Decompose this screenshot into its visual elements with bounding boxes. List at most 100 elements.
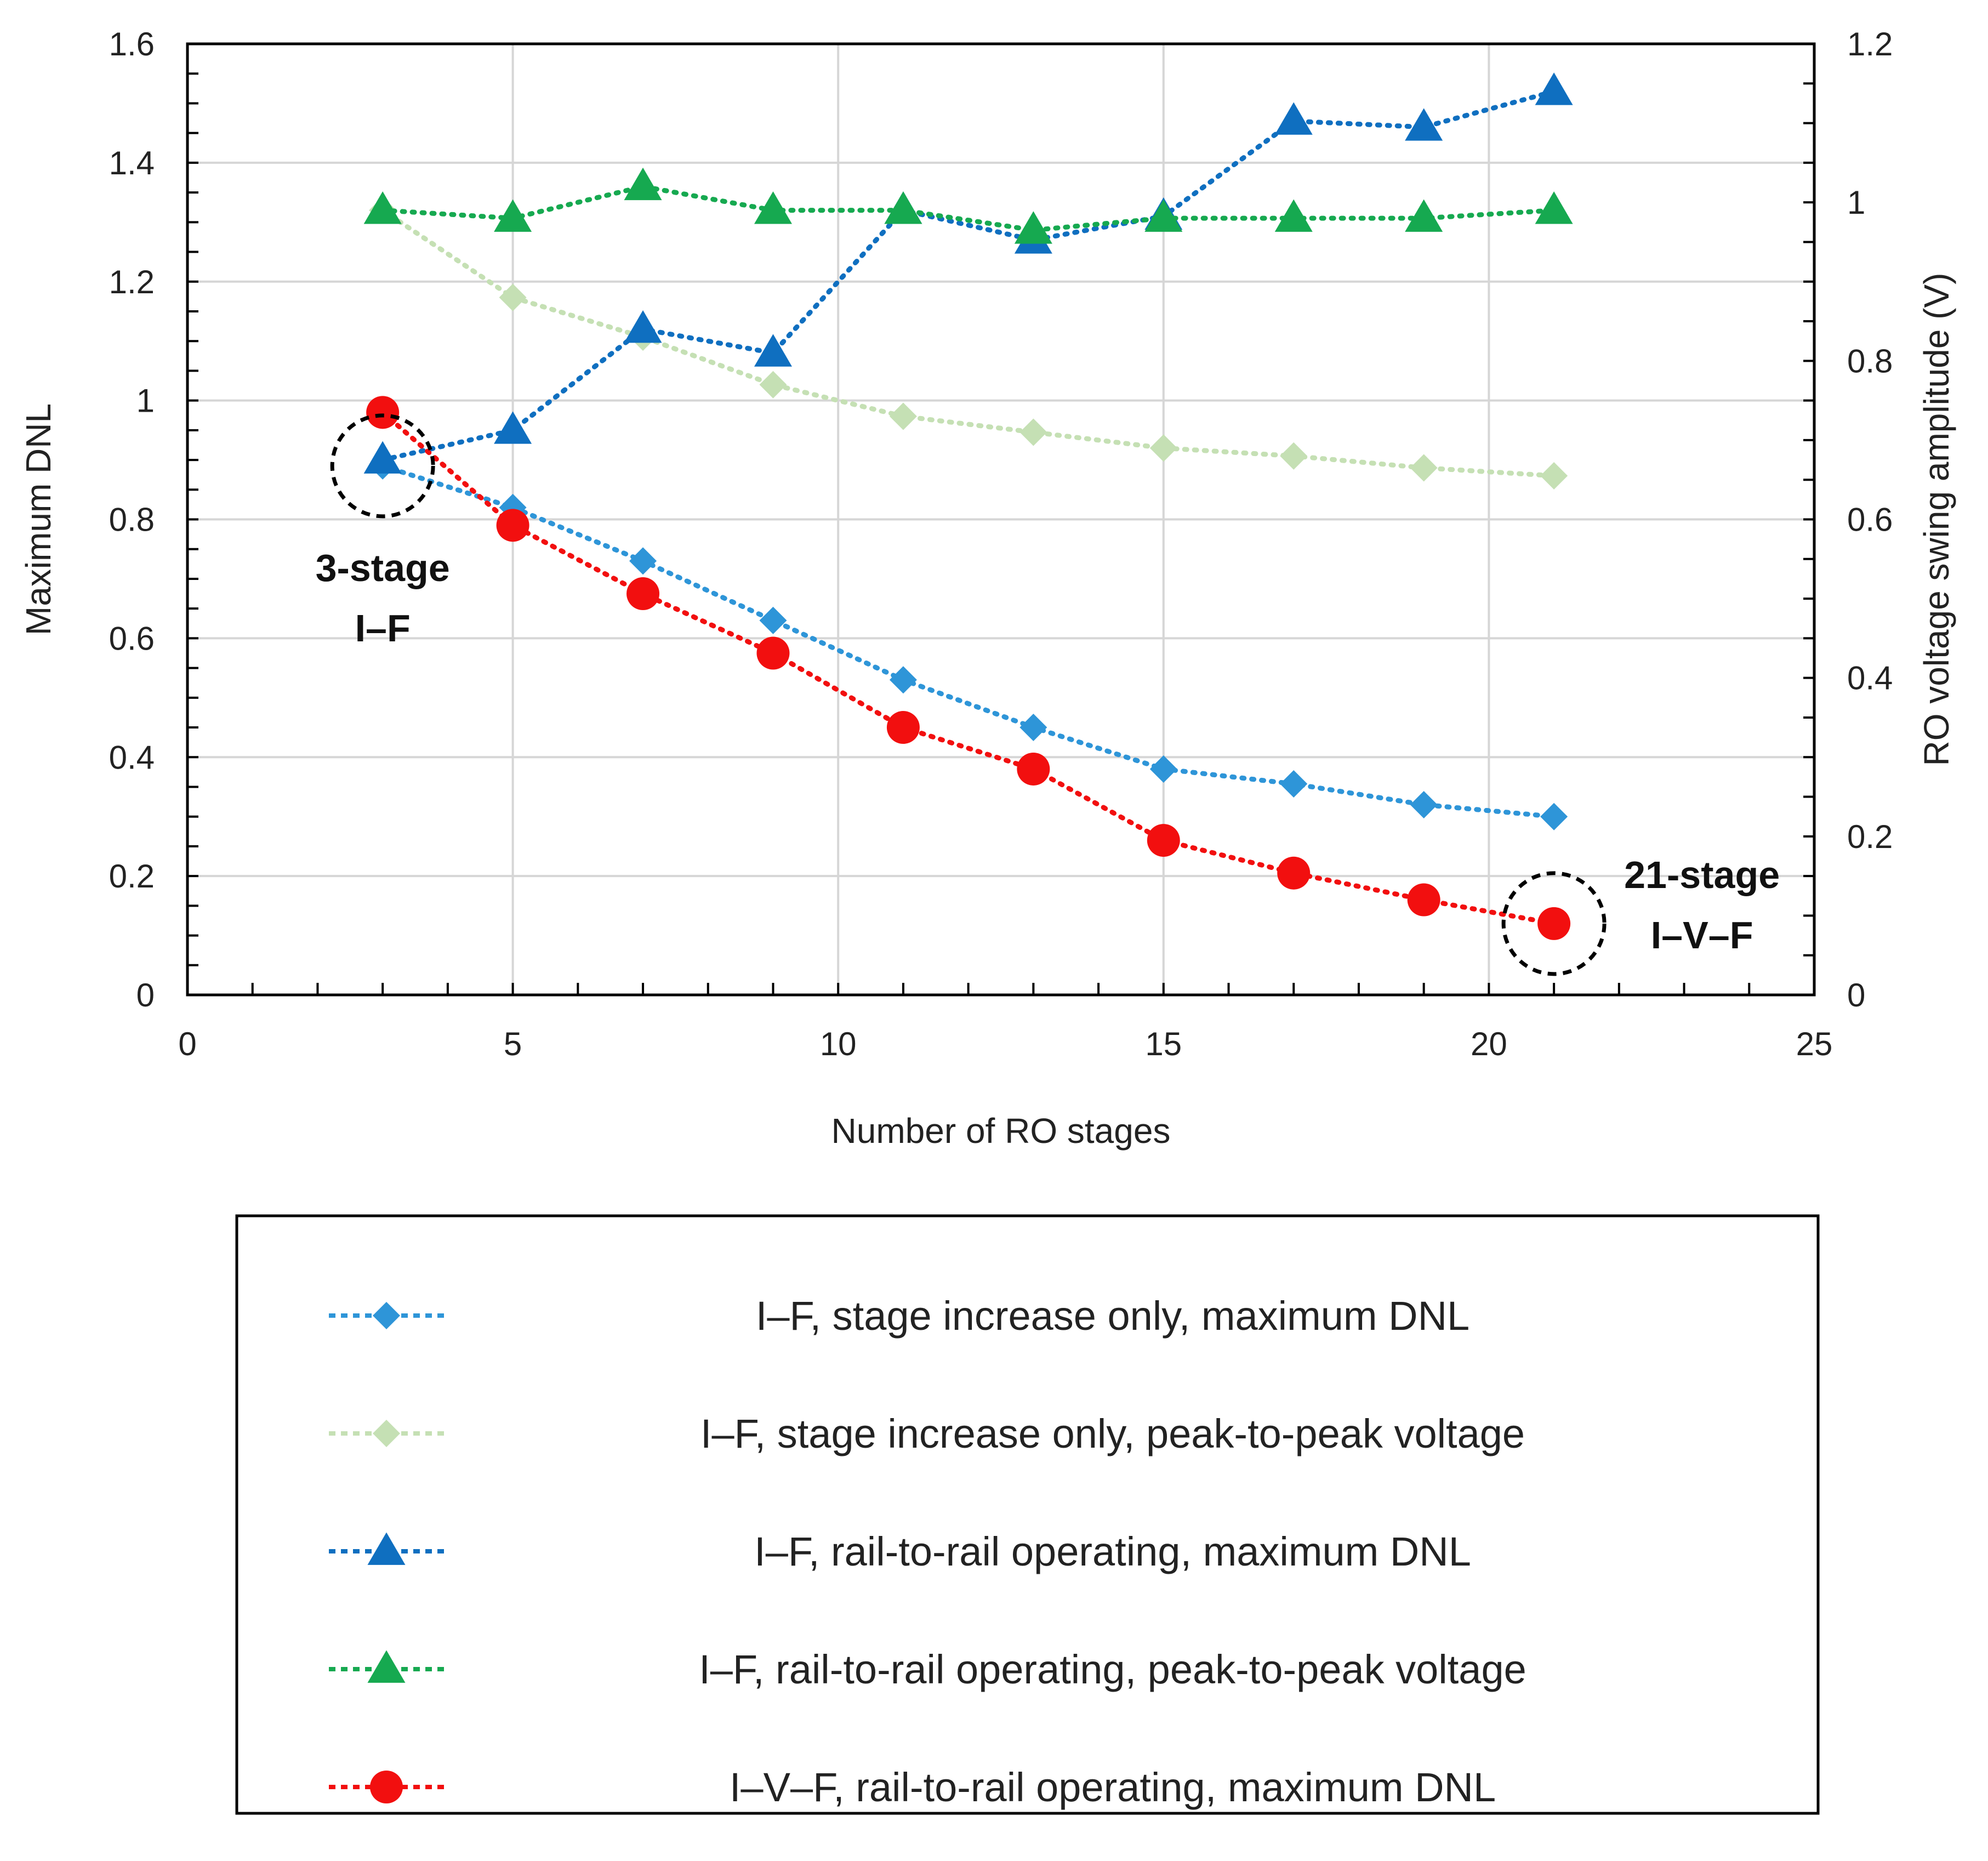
series-3-point-0 (363, 191, 402, 224)
x-tick-label-1: 5 (504, 1026, 522, 1062)
series-0-point-2 (629, 547, 657, 575)
series-0 (369, 452, 1568, 830)
y-tick-label-1: 0.2 (109, 858, 155, 895)
annotation-label-21-stage-0: 21-stage (1624, 853, 1780, 896)
series-3-point-8 (1405, 199, 1443, 232)
series-3-point-3 (754, 191, 792, 224)
legend-label-3: I–F, rail-to-rail operating, peak-to-pea… (699, 1647, 1526, 1692)
y-tick-label-3: 0.6 (109, 620, 155, 657)
x-tick-label-4: 20 (1471, 1026, 1507, 1062)
axis-ticks (187, 72, 1814, 995)
y2-tick-label-6: 1.2 (1847, 26, 1893, 62)
series-1-point-5 (1019, 418, 1047, 446)
series-3-point-2 (624, 167, 662, 201)
series-4-line (380, 409, 1557, 926)
series-1-point-8 (1410, 454, 1438, 482)
annotations: 3-stage I–F 21-stage I–V–F (316, 413, 1780, 976)
legend-label-4: I–V–F, rail-to-rail operating, maximum D… (730, 1765, 1496, 1810)
series-2-point-3 (754, 334, 792, 367)
series-1-point-4 (889, 402, 917, 430)
y2-axis-title: RO voltage swing amplitude (V) (1917, 273, 1956, 766)
series-2-point-7 (1274, 102, 1313, 135)
legend-swatch-marker-4 (370, 1771, 403, 1803)
annotation-label-3-stage-1: I–F (355, 607, 411, 650)
y-tick-label-0: 0 (136, 977, 155, 1014)
legend-swatch-marker-1 (373, 1420, 400, 1447)
series-4-point-1 (496, 509, 529, 542)
series-1-line (380, 208, 1557, 479)
legend-item-2: I–F, rail-to-rail operating, maximum DNL (329, 1529, 1471, 1574)
series-0-point-5 (1019, 714, 1047, 742)
series-1-point-3 (759, 371, 787, 399)
series-3-point-7 (1274, 199, 1313, 232)
series-0-point-7 (1280, 770, 1308, 798)
series-2-line (380, 89, 1557, 463)
legend-label-0: I–F, stage increase only, maximum DNL (756, 1293, 1469, 1339)
series-2-point-2 (624, 310, 662, 343)
y2-tick-label-4: 0.8 (1847, 343, 1893, 379)
series-0-point-6 (1149, 755, 1177, 783)
x-tick-label-0: 0 (178, 1026, 196, 1062)
series-2-point-8 (1405, 108, 1443, 141)
y2-tick-label-5: 1 (1847, 184, 1865, 221)
series-0-point-9 (1540, 803, 1568, 830)
series-4-point-9 (1537, 907, 1571, 940)
y-axis-title: Maximum DNL (19, 403, 58, 635)
y2-tick-label-3: 0.6 (1847, 502, 1893, 538)
series-3-point-6 (1144, 199, 1183, 232)
series-3-point-5 (1014, 211, 1052, 244)
x-tick-label-5: 25 (1796, 1026, 1833, 1062)
series-1-point-1 (499, 283, 527, 311)
series-2 (363, 72, 1573, 474)
axis-tick-labels: 0 5 10 15 20 25 0 0.2 0.4 0.6 0.8 1 1.2 1.4 1.6 0 0.2 0.4… (109, 26, 1893, 1062)
series-4-point-5 (1017, 752, 1050, 786)
legend-label-2: I–F, rail-to-rail operating, maximum DNL (754, 1529, 1471, 1574)
series-4-point-7 (1277, 856, 1311, 890)
annotation-label-21-stage-1: I–V–F (1651, 914, 1753, 957)
series-3-line (380, 184, 1557, 233)
annotation-label-3-stage-0: 3-stage (316, 547, 450, 589)
y2-tick-label-2: 0.4 (1847, 660, 1893, 697)
series-3-point-9 (1535, 191, 1573, 224)
series-4-point-8 (1407, 883, 1440, 917)
annotation-circle-3-stage (330, 413, 435, 519)
series-group (363, 72, 1573, 940)
series-4-point-4 (886, 711, 920, 744)
series-4-point-3 (756, 636, 790, 670)
y-tick-label-4: 0.8 (109, 502, 155, 538)
series-1-point-6 (1149, 434, 1177, 462)
legend-item-1: I–F, stage increase only, peak-to-peak v… (329, 1411, 1525, 1456)
series-1-point-7 (1280, 442, 1308, 470)
series-4-point-6 (1147, 824, 1180, 857)
x-tick-label-3: 15 (1145, 1026, 1182, 1062)
x-axis-title: Number of RO stages (831, 1111, 1171, 1151)
x-tick-label-2: 10 (820, 1026, 857, 1062)
series-1 (369, 196, 1568, 490)
series-1-point-9 (1540, 462, 1568, 490)
series-4-point-0 (366, 396, 400, 429)
series-2-point-1 (494, 411, 532, 444)
legend-item-3: I–F, rail-to-rail operating, peak-to-pea… (329, 1647, 1526, 1692)
series-0-point-8 (1410, 791, 1438, 818)
grid-lines (187, 44, 1814, 995)
series-4 (366, 396, 1571, 940)
legend-label-1: I–F, stage increase only, peak-to-peak v… (700, 1411, 1525, 1456)
series-2-point-0 (363, 441, 402, 474)
y2-tick-label-0: 0 (1847, 977, 1865, 1014)
series-0-line (380, 463, 1557, 819)
y-tick-label-8: 1.6 (109, 26, 155, 62)
y-tick-label-5: 1 (136, 383, 155, 419)
series-4-point-2 (626, 577, 660, 611)
y-tick-label-7: 1.4 (109, 145, 155, 181)
legend-swatch-marker-3 (367, 1650, 406, 1683)
y-tick-label-6: 1.2 (109, 264, 155, 300)
annotation-circle-21-stage (1501, 871, 1607, 976)
series-3 (363, 167, 1573, 244)
legend-item-0: I–F, stage increase only, maximum DNL (329, 1293, 1469, 1339)
series-3-point-1 (494, 199, 532, 232)
y2-tick-label-1: 0.2 (1847, 818, 1893, 855)
legend-swatch-marker-2 (367, 1532, 406, 1565)
series-2-point-9 (1535, 72, 1573, 105)
series-0-point-3 (759, 606, 787, 634)
